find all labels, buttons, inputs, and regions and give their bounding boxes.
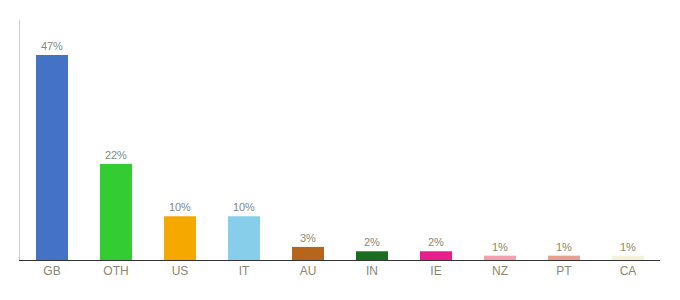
svg-text:47%: 47% — [41, 40, 63, 52]
svg-text:2%: 2% — [364, 236, 380, 248]
svg-text:10%: 10% — [233, 201, 255, 213]
svg-text:10%: 10% — [169, 201, 191, 213]
svg-text:IT: IT — [239, 264, 250, 278]
svg-text:GB: GB — [43, 264, 60, 278]
svg-text:22%: 22% — [105, 149, 127, 161]
svg-text:AU: AU — [300, 264, 317, 278]
svg-text:US: US — [172, 264, 189, 278]
svg-text:OTH: OTH — [103, 264, 128, 278]
svg-text:CA: CA — [620, 264, 637, 278]
svg-text:IE: IE — [430, 264, 441, 278]
svg-text:NZ: NZ — [492, 264, 508, 278]
svg-text:1%: 1% — [556, 241, 572, 253]
svg-text:1%: 1% — [620, 241, 636, 253]
svg-text:PT: PT — [556, 264, 572, 278]
svg-text:3%: 3% — [300, 232, 316, 244]
svg-text:2%: 2% — [428, 236, 444, 248]
svg-text:IN: IN — [366, 264, 378, 278]
svg-text:1%: 1% — [492, 241, 508, 253]
